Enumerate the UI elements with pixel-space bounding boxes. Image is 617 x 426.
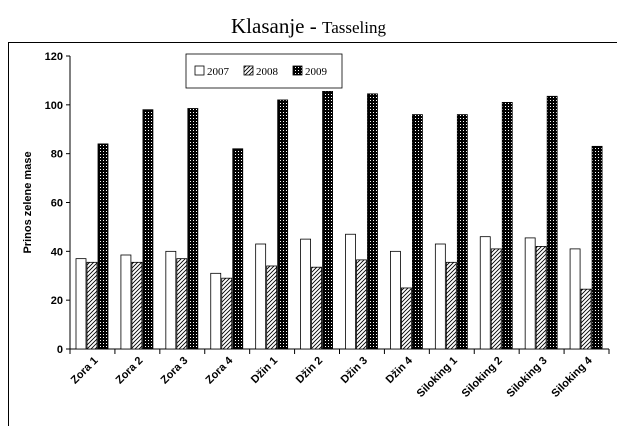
bar-2007 bbox=[210, 272, 222, 350]
bar-2008 bbox=[490, 248, 502, 350]
bar-2008 bbox=[86, 261, 98, 350]
y-tick-label: 80 bbox=[51, 149, 63, 161]
bar-2007 bbox=[479, 236, 491, 350]
x-tick-label: Džin 4 bbox=[384, 354, 416, 386]
bar-2009 bbox=[277, 99, 289, 350]
x-tick-label: Siloking 4 bbox=[549, 354, 595, 400]
bar-2008 bbox=[401, 287, 412, 350]
chart-title-sub: Tasseling bbox=[322, 18, 386, 37]
bar-2009 bbox=[232, 148, 244, 350]
y-tick-label: 60 bbox=[51, 198, 63, 210]
x-tick-label: Siloking 2 bbox=[460, 355, 505, 400]
bar-2008 bbox=[131, 261, 143, 350]
legend-swatch-2008 bbox=[243, 65, 254, 76]
bar-2008 bbox=[535, 246, 547, 350]
x-tick-label: Džin 2 bbox=[294, 355, 325, 386]
bar-2009 bbox=[546, 95, 558, 350]
chart-title: Klasanje - Tasseling bbox=[0, 14, 617, 39]
x-tick-label: Džin 3 bbox=[339, 355, 370, 386]
bar-2009 bbox=[412, 114, 423, 350]
x-tick-label: Zora 2 bbox=[114, 355, 146, 387]
bar-2009 bbox=[456, 114, 468, 350]
x-tick-label: Džin 1 bbox=[249, 355, 280, 386]
bar-2007 bbox=[300, 238, 311, 350]
bar-2007 bbox=[569, 248, 581, 350]
y-tick-label: 40 bbox=[51, 246, 63, 258]
bar-2009 bbox=[501, 101, 513, 350]
bar-2008 bbox=[311, 266, 322, 350]
bar-2007 bbox=[255, 243, 267, 350]
y-tick-label: 100 bbox=[45, 100, 63, 112]
bar-2009 bbox=[367, 93, 378, 350]
bar-2007 bbox=[345, 233, 356, 350]
x-tick-label: Zora 3 bbox=[159, 355, 191, 387]
legend-label-2008: 2008 bbox=[256, 66, 279, 78]
bar-2008 bbox=[266, 265, 278, 350]
bar-2009 bbox=[187, 108, 199, 350]
y-tick-label: 120 bbox=[45, 51, 63, 63]
y-axis-label: Prinos zelene mase bbox=[22, 151, 34, 253]
chart-frame-top bbox=[8, 42, 617, 43]
bar-2007 bbox=[524, 237, 536, 350]
bar-2007 bbox=[165, 250, 177, 350]
legend-swatch-2007 bbox=[194, 65, 205, 76]
chart-frame-left bbox=[8, 42, 9, 426]
bar-2007 bbox=[434, 243, 446, 350]
y-tick-label: 0 bbox=[57, 344, 63, 356]
bar-2007 bbox=[390, 250, 401, 350]
chart-title-separator: - bbox=[304, 14, 322, 38]
x-tick-label: Siloking 3 bbox=[505, 355, 550, 400]
bar-2009 bbox=[97, 143, 109, 350]
plot-area: 0 20 40 60 80 100 120 Prinos zelene mase Zora 1 Z… bbox=[22, 51, 610, 400]
legend-label-2007: 2007 bbox=[207, 66, 230, 78]
bar-2009 bbox=[322, 91, 333, 350]
bar-2008 bbox=[176, 258, 188, 350]
chart-title-main: Klasanje bbox=[231, 14, 305, 38]
bar-2008 bbox=[580, 288, 592, 350]
x-tick-label: Siloking 1 bbox=[415, 355, 460, 400]
bar-2007 bbox=[75, 258, 87, 350]
y-tick-label: 20 bbox=[51, 295, 63, 307]
bar-2008 bbox=[356, 259, 367, 350]
legend-swatch-2009 bbox=[292, 65, 303, 76]
legend-label-2009: 2009 bbox=[305, 66, 328, 78]
legend-box bbox=[185, 53, 343, 89]
bar-2008 bbox=[221, 277, 233, 350]
x-tick-label: Zora 1 bbox=[69, 355, 101, 387]
bar-2008 bbox=[445, 261, 457, 350]
x-tick-label: Zora 4 bbox=[203, 354, 235, 386]
bar-2009 bbox=[142, 109, 154, 350]
bar-2007 bbox=[120, 254, 132, 350]
bar-2009 bbox=[591, 145, 603, 350]
